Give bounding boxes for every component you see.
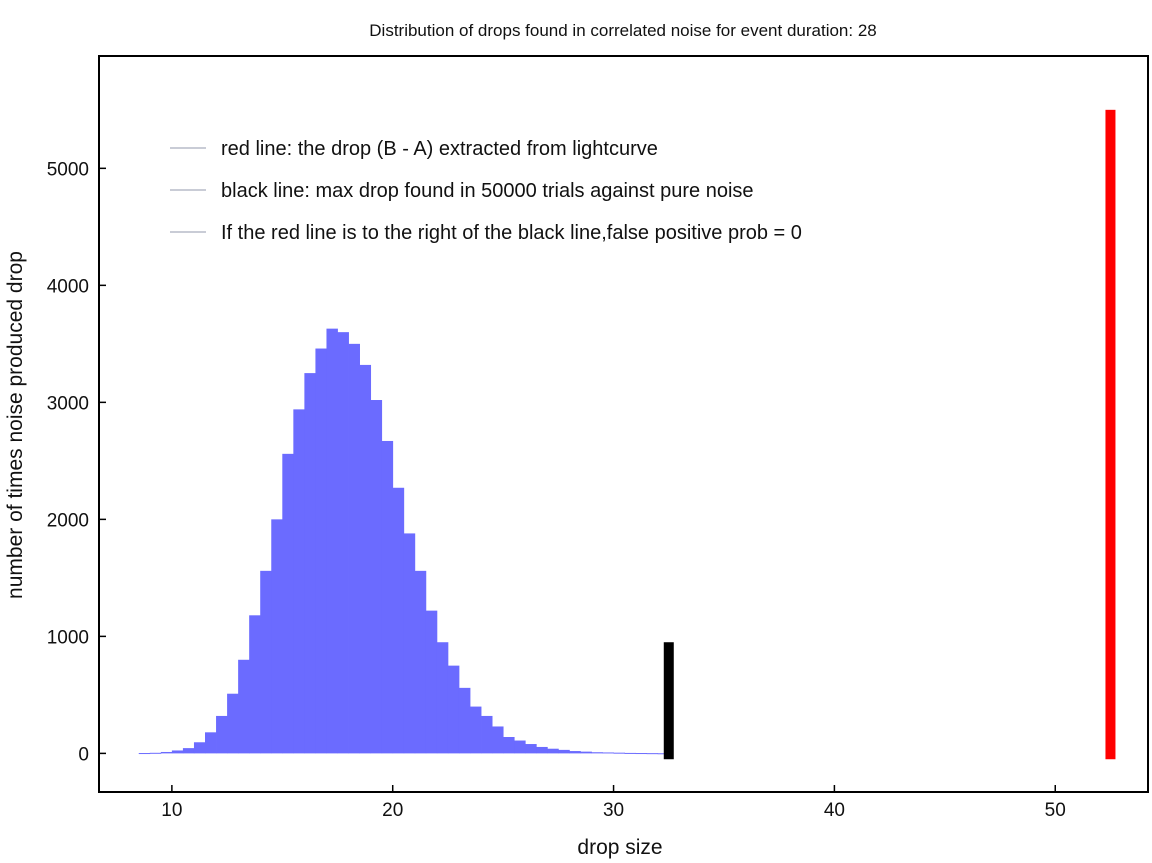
histogram-bar xyxy=(337,332,349,754)
histogram-bar xyxy=(348,343,360,754)
histogram-bar xyxy=(304,373,316,754)
x-tick-label: 20 xyxy=(382,800,403,821)
histogram-bar xyxy=(326,328,338,754)
histogram-bar xyxy=(205,732,217,754)
histogram-bar xyxy=(260,570,272,754)
histogram-bar xyxy=(238,659,250,754)
red-line-extracted-drop xyxy=(1105,109,1116,760)
histogram-bar xyxy=(646,753,659,755)
histogram-bar xyxy=(193,742,206,754)
y-axis-title: number of times noise produced drop xyxy=(4,251,27,599)
histogram-bar xyxy=(613,752,625,754)
histogram-bar xyxy=(547,748,559,754)
histogram-bar xyxy=(481,715,493,754)
y-tick-label: 4000 xyxy=(47,276,89,297)
histogram-bar xyxy=(503,737,515,754)
legend-entry: If the red line is to the right of the b… xyxy=(221,222,802,244)
histogram-bar xyxy=(271,519,283,754)
x-tick-label: 10 xyxy=(161,800,182,821)
y-tick-label: 2000 xyxy=(47,510,89,531)
histogram-bar xyxy=(216,715,228,754)
plot-frame xyxy=(98,55,1149,793)
histogram-bar xyxy=(470,706,482,754)
y-axis-ticks: 0 1000 2000 3000 4000 5000 xyxy=(47,159,106,765)
y-tick-label: 0 xyxy=(78,744,89,765)
histogram-bar xyxy=(657,753,670,755)
histogram-bar xyxy=(381,440,394,754)
histogram-bar xyxy=(138,753,151,755)
histogram-bar xyxy=(591,752,603,754)
histogram-bar xyxy=(182,748,195,754)
histogram-bar xyxy=(635,753,648,755)
histogram-bar xyxy=(403,533,416,754)
histogram-bar xyxy=(293,409,305,754)
histogram-bar xyxy=(458,687,471,754)
legend: red line: the drop (B - A) extracted fro… xyxy=(170,138,802,244)
histogram-bar xyxy=(624,752,637,754)
black-line-max-noise-drop xyxy=(663,642,674,760)
x-axis-title: drop size xyxy=(577,836,662,859)
histogram-bar xyxy=(392,487,405,754)
y-tick-label: 1000 xyxy=(47,627,89,648)
legend-entry: red line: the drop (B - A) extracted fro… xyxy=(221,138,658,160)
histogram-bar xyxy=(282,453,294,754)
x-tick-label: 30 xyxy=(603,800,624,821)
histogram-bar xyxy=(425,610,438,754)
legend-entry: black line: max drop found in 50000 tria… xyxy=(221,180,754,202)
histogram-bar xyxy=(227,693,239,754)
histogram-bar xyxy=(249,615,261,754)
histogram-bar xyxy=(359,364,372,754)
histogram-bar xyxy=(514,740,526,754)
histogram-bar xyxy=(602,752,614,754)
x-tick-label: 40 xyxy=(824,800,845,821)
histogram-bar xyxy=(315,348,327,754)
x-axis-ticks: 10 20 30 40 50 xyxy=(161,785,1066,821)
histogram-bar xyxy=(414,570,427,754)
histogram-bar xyxy=(492,726,504,754)
histogram-bar xyxy=(580,751,592,754)
histogram-bar xyxy=(447,665,460,754)
histogram-bar xyxy=(370,400,383,754)
histogram-bar xyxy=(558,749,570,754)
y-tick-label: 3000 xyxy=(47,393,89,414)
chart-title: Distribution of drops found in correlate… xyxy=(369,21,876,40)
y-tick-label: 5000 xyxy=(47,159,89,180)
histogram-bar xyxy=(436,642,449,754)
marker-lines xyxy=(663,109,1116,760)
x-tick-label: 50 xyxy=(1045,800,1066,821)
histogram-bar xyxy=(525,744,537,754)
histogram-bars xyxy=(138,328,670,755)
histogram-bar xyxy=(149,752,162,754)
histogram-bar xyxy=(569,751,581,754)
histogram-bar xyxy=(171,750,184,754)
histogram-bar xyxy=(160,751,173,754)
histogram-bar xyxy=(536,746,548,754)
